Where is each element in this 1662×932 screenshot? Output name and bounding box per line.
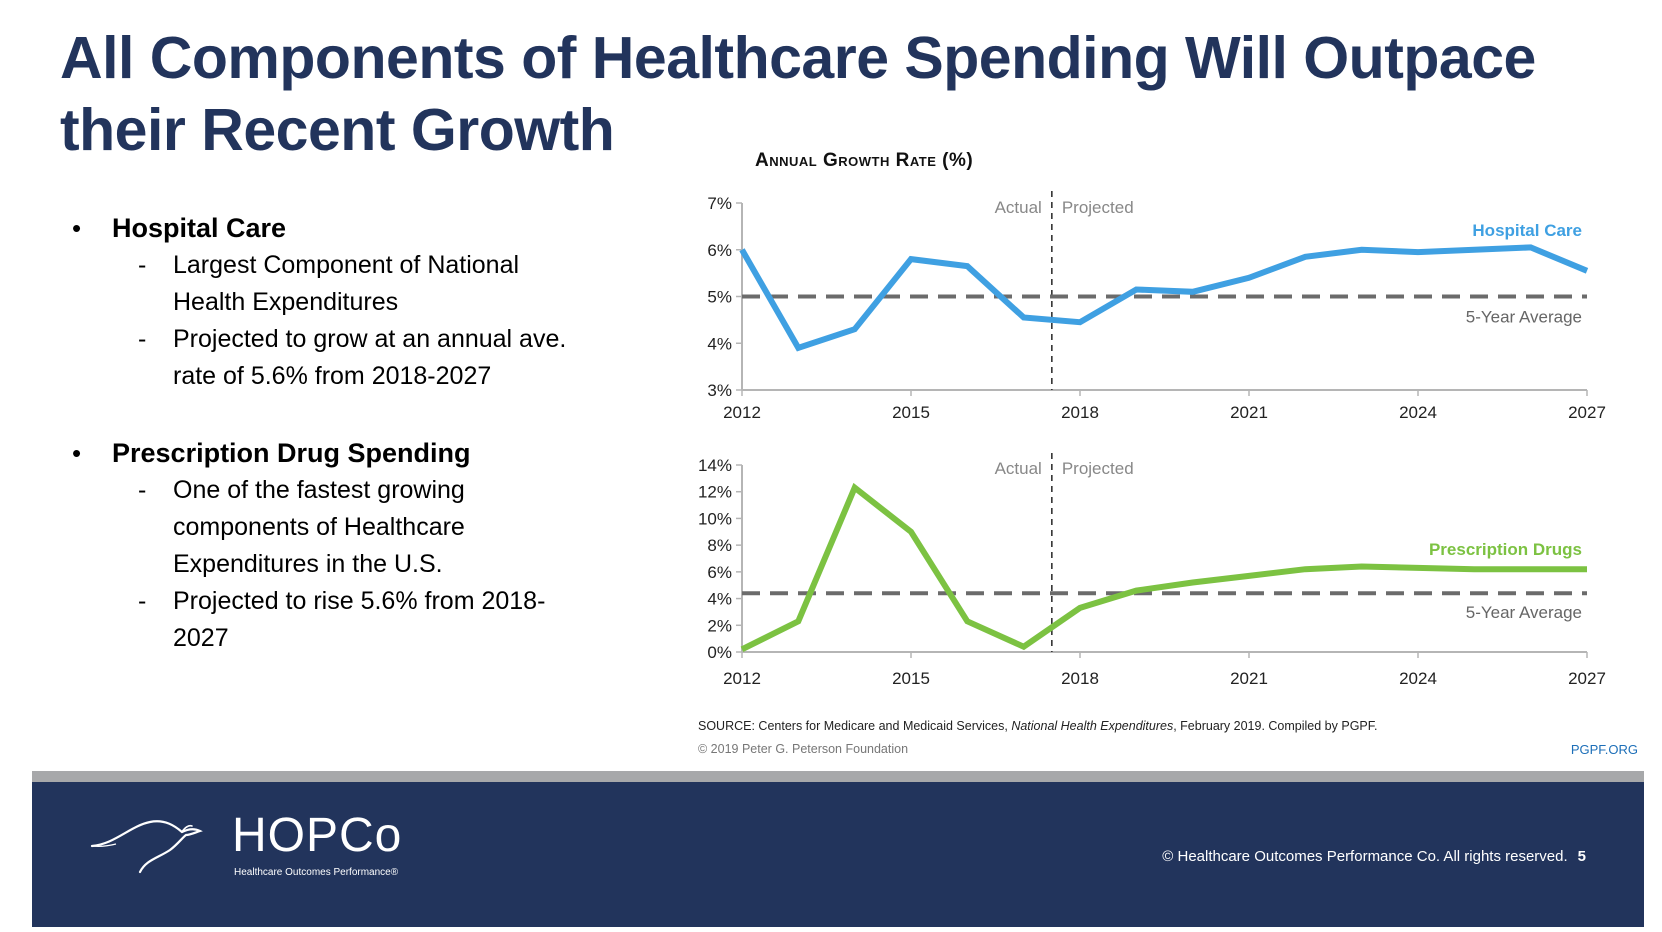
dash: - xyxy=(138,476,147,504)
dash: - xyxy=(138,587,147,615)
logo-tagline: Healthcare Outcomes Performance® xyxy=(234,867,399,878)
page-number: 5 xyxy=(1577,848,1586,865)
sub-bullet-line: components of Healthcare xyxy=(173,513,465,541)
actual-label: Actual xyxy=(995,459,1042,478)
sub-bullet-line: Projected to grow at an annual ave. xyxy=(173,325,567,353)
y-tick-label: 8% xyxy=(707,536,732,555)
source-prefix: SOURCE: Centers for Medicare and Medicai… xyxy=(698,719,1012,733)
source-suffix: , February 2019. Compiled by PGPF. xyxy=(1173,719,1378,733)
x-tick-label: 2018 xyxy=(1061,669,1099,688)
chart-source: SOURCE: Centers for Medicare and Medicai… xyxy=(698,719,1377,733)
pgpf-link[interactable]: PGPF.ORG xyxy=(1570,742,1638,757)
x-tick-label: 2015 xyxy=(892,403,930,422)
y-tick-label: 6% xyxy=(707,563,732,582)
y-tick-label: 5% xyxy=(707,288,732,307)
x-tick-label: 2012 xyxy=(723,403,761,422)
bullet-dot: • xyxy=(72,438,82,468)
sub-bullet-line: Largest Component of National xyxy=(173,251,520,279)
growth-rate-charts: 3% 4% 5% 6% 7% 2012 2015 2018 2021 2024 2027 Actual… xyxy=(698,191,1606,688)
bullet-list: • Hospital Care - Largest Component of N… xyxy=(72,210,632,697)
sub-bullet: - Projected to rise 5.6% from 2018- 2027 xyxy=(112,583,632,657)
x-tick-label: 2021 xyxy=(1230,403,1268,422)
footer-copyright: © Healthcare Outcomes Performance Co. Al… xyxy=(1162,848,1586,865)
footer-divider xyxy=(32,771,1644,782)
slide-title: All Components of Healthcare Spending Wi… xyxy=(60,22,1536,166)
x-tick-label: 2012 xyxy=(723,669,761,688)
five-year-average-label: 5-Year Average xyxy=(1466,308,1582,327)
y-tick-label: 0% xyxy=(707,643,732,662)
y-tick-label: 12% xyxy=(698,483,732,502)
y-tick-label: 4% xyxy=(707,334,732,353)
x-tick-label: 2027 xyxy=(1568,403,1606,422)
chart-header: Annual Growth Rate (%) xyxy=(755,150,974,171)
bullet-prescription-drugs: • Prescription Drug Spending - One of th… xyxy=(72,435,632,657)
series-line-hospital-care xyxy=(739,244,1589,352)
sub-bullet: - Largest Component of National Health E… xyxy=(112,247,632,321)
y-tick-label: 6% xyxy=(707,241,732,260)
copyright-text: © Healthcare Outcomes Performance Co. Al… xyxy=(1162,848,1568,865)
x-tick-label: 2024 xyxy=(1399,403,1437,422)
bullet-hospital-care: • Hospital Care - Largest Component of N… xyxy=(72,210,632,395)
dash: - xyxy=(138,325,147,353)
y-tick-label: 14% xyxy=(698,456,732,475)
sub-bullet: - One of the fastest growing components … xyxy=(112,472,632,583)
sub-bullet-line: Projected to rise 5.6% from 2018- xyxy=(173,587,546,615)
x-tick-label: 2018 xyxy=(1061,403,1099,422)
sub-bullet-line: 2027 xyxy=(173,624,229,652)
y-tick-label: 3% xyxy=(707,381,732,400)
sub-bullet-line: One of the fastest growing xyxy=(173,476,465,504)
y-tick-label: 2% xyxy=(707,616,732,635)
y-tick-label: 7% xyxy=(707,194,732,213)
x-tick-label: 2015 xyxy=(892,669,930,688)
dash: - xyxy=(138,251,147,279)
series-label: Prescription Drugs xyxy=(1429,540,1582,559)
actual-label: Actual xyxy=(995,198,1042,217)
x-tick-label: 2024 xyxy=(1399,669,1437,688)
projected-label: Projected xyxy=(1062,459,1134,478)
x-tick-label: 2021 xyxy=(1230,669,1268,688)
kangaroo-logo-icon xyxy=(90,820,203,874)
sub-bullet-line: Health Expenditures xyxy=(173,288,399,316)
sub-bullet: - Projected to grow at an annual ave. ra… xyxy=(112,321,632,395)
source-italic: National Health Expenditures xyxy=(1011,719,1174,733)
y-tick-label: 4% xyxy=(707,590,732,609)
five-year-average-label: 5-Year Average xyxy=(1466,603,1582,622)
x-tick-label: 2027 xyxy=(1568,669,1606,688)
y-tick-label: 10% xyxy=(698,509,732,528)
footer: HOPCo Healthcare Outcomes Performance® ©… xyxy=(32,782,1644,927)
title-line-2: their Recent Growth xyxy=(60,97,615,163)
logo-wordmark: HOPCo xyxy=(232,809,403,862)
bullet-heading: Hospital Care xyxy=(112,213,287,243)
projected-label: Projected xyxy=(1062,198,1134,217)
series-label: Hospital Care xyxy=(1472,221,1582,240)
bullet-heading: Prescription Drug Spending xyxy=(112,438,471,468)
bullet-dot: • xyxy=(72,213,82,243)
chart-copyright: © 2019 Peter G. Peterson Foundation xyxy=(698,742,909,756)
title-line-1: All Components of Healthcare Spending Wi… xyxy=(60,25,1536,91)
sub-bullet-line: Expenditures in the U.S. xyxy=(173,550,443,578)
series-line-prescription-drugs xyxy=(740,482,1587,652)
sub-bullet-line: rate of 5.6% from 2018-2027 xyxy=(173,362,492,390)
